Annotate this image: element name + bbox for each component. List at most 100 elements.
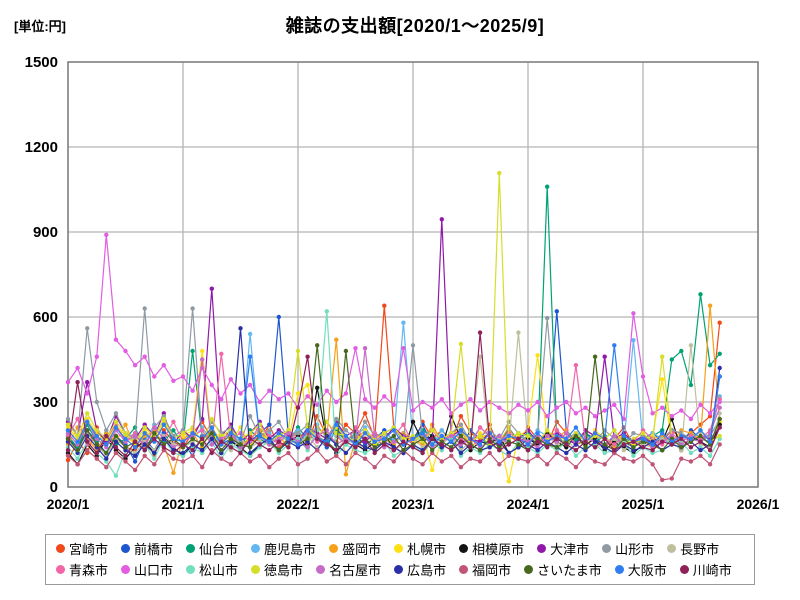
data-point <box>391 459 396 464</box>
data-point <box>104 433 109 439</box>
legend-label: 徳島市 <box>264 563 304 578</box>
legend-color-dot <box>394 544 404 553</box>
legend-color-dot <box>251 565 261 574</box>
data-point <box>142 448 147 453</box>
data-point <box>506 479 511 484</box>
data-point <box>717 374 722 379</box>
data-point <box>305 445 310 450</box>
data-point <box>621 448 626 453</box>
data-point <box>497 448 502 453</box>
data-point <box>190 448 195 453</box>
data-point <box>401 448 406 453</box>
data-point <box>113 433 119 439</box>
data-point <box>94 354 100 359</box>
data-point <box>171 419 176 424</box>
data-point <box>458 402 464 407</box>
data-point <box>669 414 674 419</box>
data-point <box>410 343 416 348</box>
data-point <box>200 442 205 447</box>
data-point <box>583 453 588 458</box>
data-point <box>343 422 349 427</box>
series-line-大津市 <box>67 219 721 446</box>
data-point <box>564 431 569 436</box>
data-point <box>305 456 310 461</box>
data-point <box>343 348 349 354</box>
data-point <box>257 453 262 458</box>
data-point <box>650 411 655 416</box>
data-point <box>334 422 339 427</box>
data-point <box>132 453 138 458</box>
data-point <box>267 465 272 470</box>
data-point <box>516 436 521 441</box>
data-point <box>123 445 128 450</box>
data-point <box>612 402 617 407</box>
data-point <box>219 456 224 461</box>
data-point <box>391 433 396 439</box>
data-point <box>592 431 598 436</box>
data-point <box>334 337 339 342</box>
data-point <box>247 459 253 464</box>
legend-item-さいたま市: さいたま市 <box>524 560 602 579</box>
data-point <box>142 306 147 311</box>
data-point <box>343 439 349 444</box>
data-point <box>583 405 588 410</box>
data-point <box>85 411 90 416</box>
data-point <box>430 442 435 447</box>
legend-color-dot <box>56 544 65 553</box>
data-point <box>583 439 588 444</box>
data-point <box>573 442 579 447</box>
data-point <box>362 397 368 402</box>
data-point <box>506 442 511 447</box>
data-point <box>487 431 492 436</box>
data-point <box>171 378 176 383</box>
data-point <box>343 472 349 477</box>
data-point <box>458 428 464 433</box>
data-point <box>717 365 722 371</box>
unit-label: [単位:円] <box>14 19 66 34</box>
data-point <box>180 374 186 379</box>
data-point <box>612 448 617 453</box>
data-point <box>324 442 329 447</box>
data-point <box>410 419 416 424</box>
data-point <box>545 445 550 450</box>
data-point <box>305 428 310 433</box>
data-point <box>209 450 214 456</box>
data-point <box>717 416 722 422</box>
series-line-仙台市 <box>67 186 721 452</box>
data-point <box>372 445 377 450</box>
data-point <box>171 470 176 475</box>
chart-title: 雑誌の支出額[2020/1〜2025/9] <box>285 16 545 36</box>
data-point <box>267 422 272 427</box>
legend-item-名古屋市: 名古屋市 <box>316 560 381 579</box>
data-point <box>602 450 607 456</box>
data-point <box>391 448 396 453</box>
data-point <box>94 433 100 439</box>
data-point <box>487 450 492 456</box>
legend-item-鹿児島市: 鹿児島市 <box>251 539 316 558</box>
data-point <box>190 388 195 393</box>
data-point <box>660 448 665 453</box>
data-point <box>458 450 464 456</box>
data-point <box>161 445 166 450</box>
data-point <box>247 382 253 388</box>
data-point <box>640 445 646 450</box>
data-point <box>180 442 186 447</box>
data-point <box>401 422 406 427</box>
data-point <box>468 445 473 450</box>
data-point <box>113 419 119 424</box>
data-point <box>707 453 713 458</box>
data-point <box>688 343 694 348</box>
data-point <box>334 399 339 405</box>
data-point <box>104 465 109 470</box>
data-point <box>75 416 80 422</box>
data-point <box>525 442 531 447</box>
data-point <box>650 448 655 453</box>
data-point <box>123 459 128 464</box>
data-point <box>640 431 646 436</box>
data-point <box>247 436 253 441</box>
data-point <box>228 377 234 382</box>
data-point <box>506 453 511 458</box>
data-point <box>631 459 636 464</box>
data-point <box>75 462 80 467</box>
legend-color-dot <box>186 565 196 574</box>
